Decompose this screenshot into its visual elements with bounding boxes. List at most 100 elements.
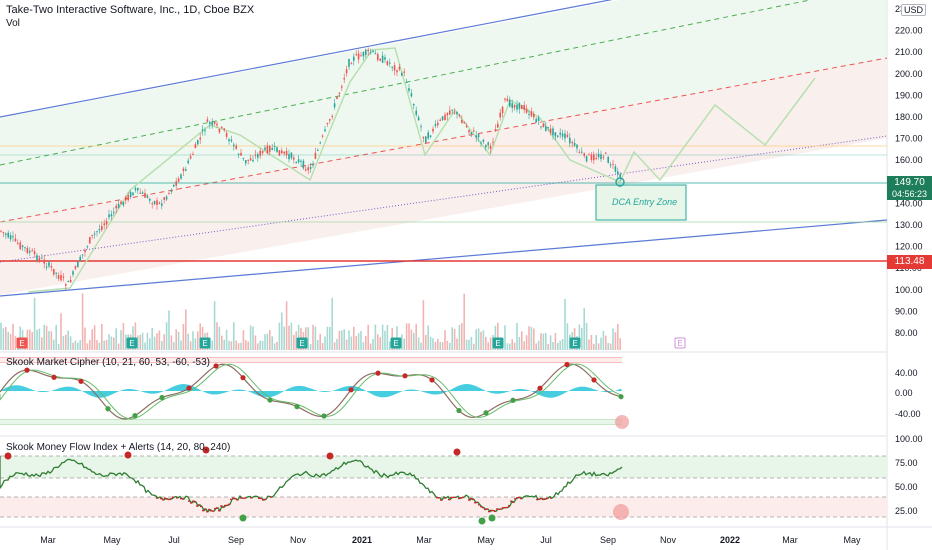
time-tick-label: 2021 — [352, 535, 372, 545]
price-tick-label: 220.00 — [895, 26, 923, 36]
time-tick-label: May — [843, 535, 861, 545]
cipher-tick-label: 40.00 — [895, 368, 918, 378]
market-cipher-axis: 40.00 0.00 -40.00 — [895, 368, 921, 419]
alert-dot-icon — [483, 410, 489, 416]
time-tick-label: Sep — [228, 535, 244, 545]
alert-dot-icon — [456, 407, 462, 414]
countdown-tag: 04:56:23 — [887, 189, 932, 200]
alert-dot-icon — [402, 373, 408, 379]
earnings-flag-icon[interactable]: E — [390, 337, 402, 349]
time-tick-label: Jul — [168, 535, 180, 545]
alert-dot-icon — [105, 406, 111, 412]
svg-text:E: E — [19, 339, 24, 348]
alert-dot-icon — [510, 397, 516, 403]
trend-channel-lines — [0, 0, 888, 297]
time-tick-label: Sep — [600, 535, 616, 545]
earnings-flag-icon[interactable]: E — [492, 337, 504, 349]
earnings-flag-icon[interactable]: E — [569, 337, 581, 349]
mfi-axis: 100.00 75.00 50.00 25.00 — [895, 434, 923, 516]
dca-entry-zone-box[interactable] — [595, 184, 687, 221]
time-tick-label: May — [477, 535, 495, 545]
market-cipher-pane — [0, 357, 629, 429]
alert-dot-icon — [618, 394, 624, 400]
price-tick-label: 140.00 — [895, 198, 923, 208]
alert-dot-icon — [4, 452, 12, 460]
alert-dot-icon — [159, 394, 165, 401]
currency-button[interactable]: USD — [901, 4, 927, 16]
alert-dot-icon — [326, 452, 334, 460]
alert-dot-icon — [294, 404, 300, 410]
price-axis[interactable]: 230.00220.00210.00200.00190.00180.00170.… — [895, 4, 923, 338]
price-tick-label: 130.00 — [895, 220, 923, 230]
alert-dot-icon — [24, 367, 30, 373]
time-tick-label: Nov — [660, 535, 677, 545]
time-tick-label: May — [103, 535, 121, 545]
svg-text:E: E — [129, 339, 134, 348]
alert-dot-icon — [488, 514, 496, 522]
alert-dot-icon — [615, 415, 629, 429]
svg-text:E: E — [202, 339, 207, 348]
price-tick-label: 120.00 — [895, 242, 923, 252]
svg-text:E: E — [677, 339, 682, 348]
fib-channel-shading — [0, 0, 887, 295]
mfi-pane — [0, 446, 887, 525]
time-axis[interactable]: Mar May Jul Sep Nov 2021 Mar May Jul Sep Nov 2022 Ma… — [40, 535, 861, 545]
mfi-title[interactable]: Skook Money Flow Index + Alerts (14, 20,… — [6, 442, 231, 453]
alert-dot-icon — [239, 514, 247, 522]
svg-text:E: E — [299, 339, 304, 348]
time-tick-label: Mar — [40, 535, 56, 545]
alert-dot-icon — [240, 375, 246, 381]
entry-zone-label: DCA Entry Zone — [612, 197, 678, 207]
price-tick-label: 210.00 — [895, 47, 923, 57]
alert-dot-icon — [348, 387, 354, 393]
earnings-flag-icon[interactable]: E — [296, 337, 308, 349]
alert-dot-icon — [213, 363, 219, 369]
alert-dot-icon — [375, 370, 381, 376]
alert-dot-icon — [564, 361, 570, 368]
alert-dot-icon — [78, 378, 84, 384]
alert-dot-icon — [267, 397, 273, 403]
time-tick-label: Jul — [540, 535, 552, 545]
cipher-tick-label: -40.00 — [895, 409, 921, 419]
last-price-tag: 149.70 — [887, 176, 932, 190]
support-level-tag: 113.48 — [887, 255, 932, 269]
svg-text:E: E — [572, 339, 577, 348]
cipher-tick-label: 0.00 — [895, 388, 913, 398]
alert-dot-icon — [202, 446, 210, 454]
alert-dot-icon — [186, 385, 192, 391]
price-tick-label: 180.00 — [895, 112, 923, 122]
earnings-flag-icon[interactable]: E — [16, 337, 28, 349]
alert-dot-icon — [124, 451, 132, 459]
current-price-marker-icon — [615, 177, 625, 187]
alert-dot-icon — [51, 374, 57, 380]
mfi-tick-label: 25.00 — [895, 506, 918, 516]
alert-dot-icon — [537, 385, 543, 391]
price-tick-label: 160.00 — [895, 155, 923, 165]
svg-text:E: E — [393, 339, 398, 348]
alert-dot-icon — [591, 377, 597, 383]
earnings-flag-icon[interactable]: E — [674, 337, 686, 349]
symbol-title[interactable]: Take-Two Interactive Software, Inc., 1D,… — [6, 4, 255, 16]
volume-bars — [0, 293, 621, 350]
mfi-tick-label: 75.00 — [895, 458, 918, 468]
price-tick-label: 80.00 — [895, 328, 918, 338]
earnings-flag-icon[interactable]: E — [126, 337, 138, 349]
market-cipher-title[interactable]: Skook Market Cipher (10, 21, 60, 53, -60… — [6, 357, 210, 368]
price-tick-label: 190.00 — [895, 90, 923, 100]
alert-dot-icon — [453, 448, 461, 456]
price-candles[interactable] — [0, 47, 621, 290]
alert-dot-icon — [478, 517, 486, 525]
volume-label: Vol — [6, 18, 20, 29]
earnings-flag-icon[interactable]: E — [199, 337, 211, 349]
time-tick-label: Mar — [416, 535, 432, 545]
mfi-tick-label: 50.00 — [895, 482, 918, 492]
time-tick-label: Mar — [782, 535, 798, 545]
alert-dot-icon — [613, 504, 629, 520]
mfi-tick-label: 100.00 — [895, 434, 923, 444]
alert-dot-icon — [132, 413, 138, 419]
time-tick-label: 2022 — [720, 535, 740, 545]
price-tick-label: 200.00 — [895, 69, 923, 79]
time-tick-label: Nov — [290, 535, 307, 545]
